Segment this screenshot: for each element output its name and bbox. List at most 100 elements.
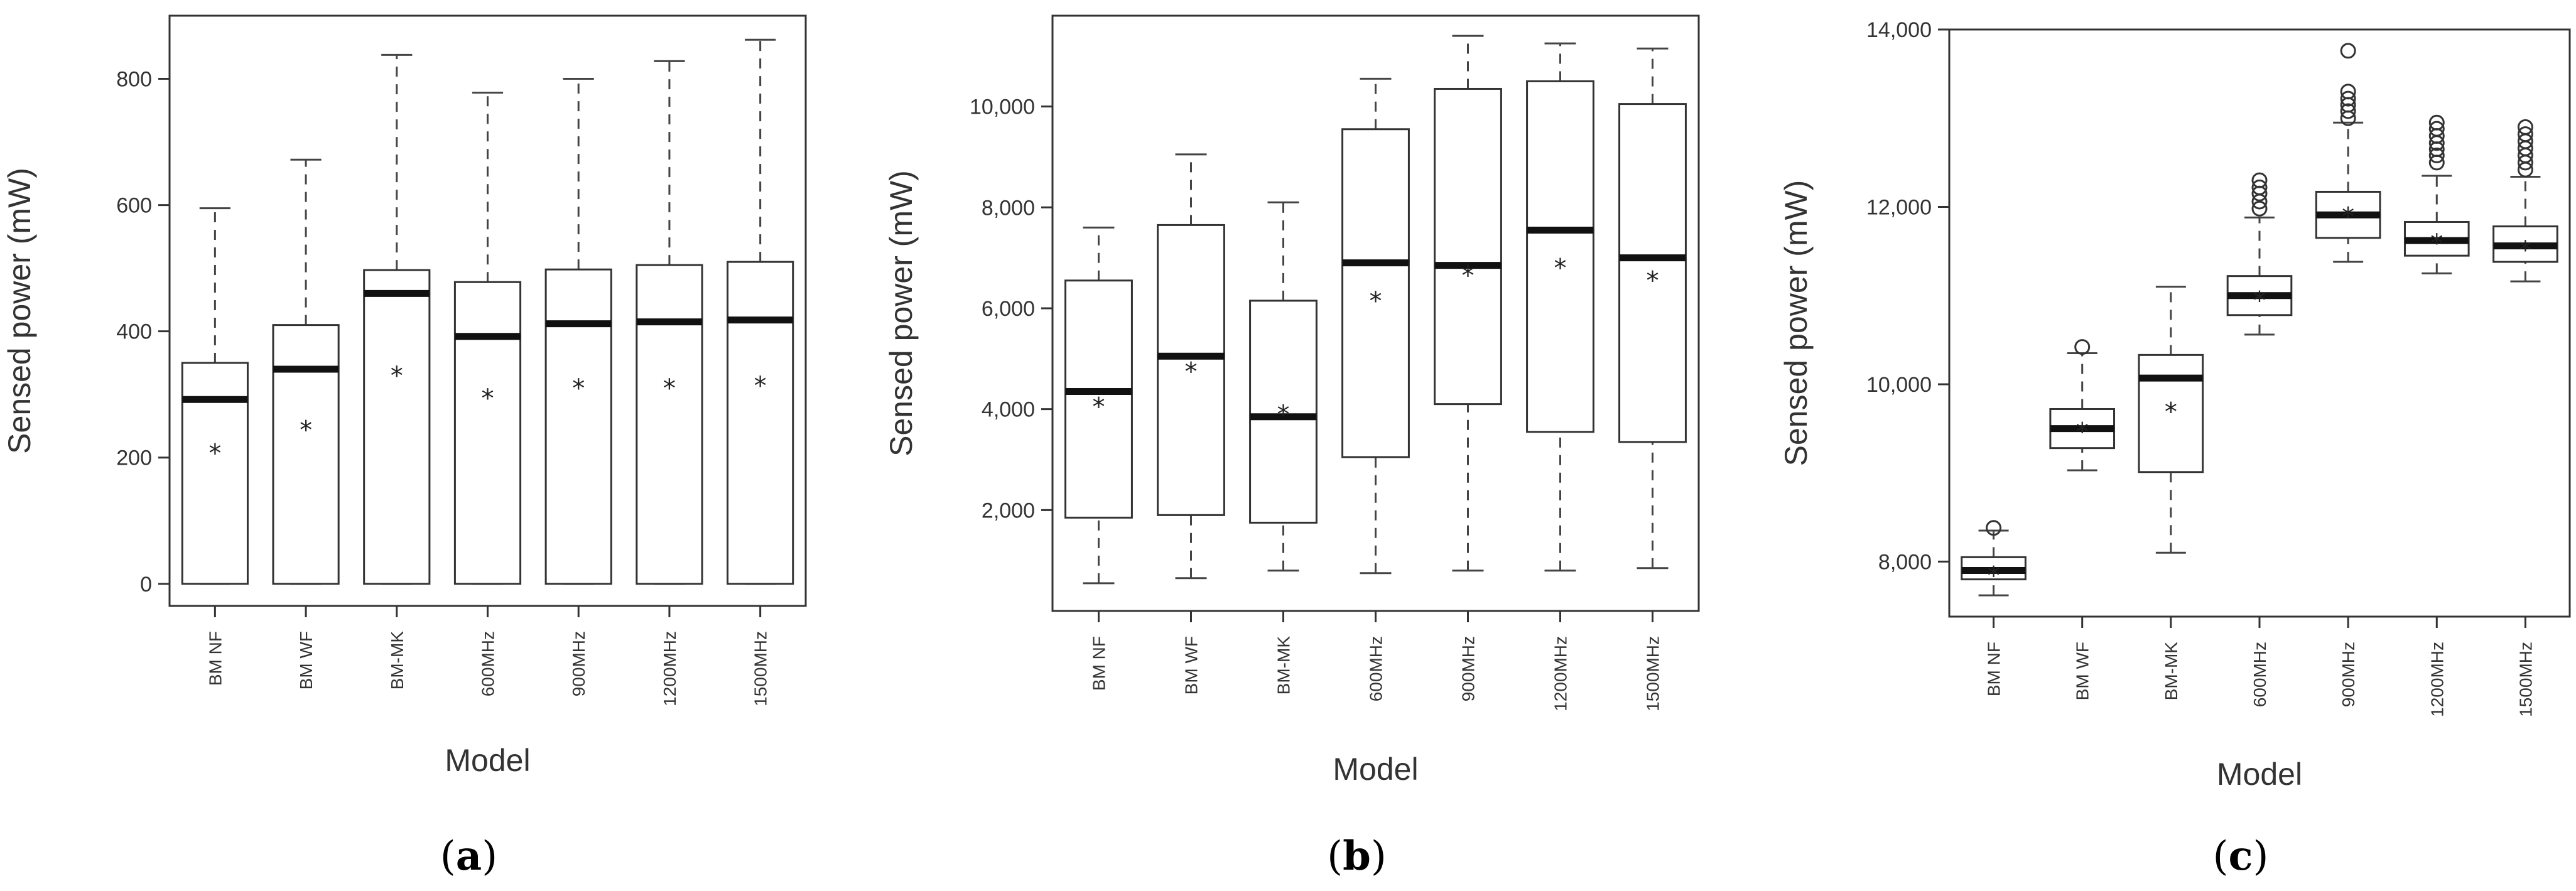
x-tick-label: BM-MK <box>1274 636 1294 695</box>
x-axis-title: Model <box>2217 757 2302 792</box>
mean-marker: * <box>2076 418 2089 447</box>
x-tick-label: 900MHz <box>2339 642 2358 707</box>
mean-marker: * <box>1988 562 2000 591</box>
x-tick-label: BM-MK <box>387 631 407 690</box>
x-tick-label: BM NF <box>1090 636 1109 691</box>
box-600mhz: * <box>455 93 520 584</box>
y-tick-label: 2,000 <box>982 499 1035 522</box>
box-1500mhz: * <box>2494 120 2558 281</box>
y-tick-label: 4,000 <box>982 398 1035 422</box>
x-tick-label: 1200MHz <box>1551 636 1571 711</box>
panel-label: (c) <box>2213 833 2269 880</box>
mean-marker: * <box>1554 254 1567 283</box>
chart-panel-b: 2,000 4,000 6,000 8,000 10,000 * BM NF * BM WF * B… <box>884 16 1699 880</box>
iqr-box <box>364 270 430 584</box>
mean-marker: * <box>1647 267 1659 296</box>
box-900mhz: * <box>1435 36 1502 571</box>
y-tick-label: 12,000 <box>1866 195 1932 219</box>
mean-marker: * <box>1185 357 1198 386</box>
box-600mhz: * <box>1343 78 1409 573</box>
x-tick-label: 600MHz <box>1366 636 1386 701</box>
iqr-box <box>1435 89 1502 404</box>
y-tick-label: 8,000 <box>982 196 1035 220</box>
y-tick-label: 6,000 <box>982 297 1035 321</box>
box-bm-nf: * <box>1066 227 1132 583</box>
y-tick-label: 14,000 <box>1866 18 1932 42</box>
mean-marker: * <box>1277 401 1290 429</box>
box-bm-wf: * <box>1158 154 1225 578</box>
mean-marker: * <box>300 416 312 445</box>
y-axis-title: Sensed power (mW) <box>1778 180 1814 467</box>
x-tick-label: 1500MHz <box>1643 636 1663 711</box>
iqr-box <box>455 282 520 584</box>
mean-marker: * <box>391 362 403 391</box>
box-900mhz: * <box>2316 44 2380 262</box>
box-bm-nf: * <box>1962 521 2026 595</box>
x-tick-label: 600MHz <box>2250 642 2270 707</box>
y-tick-label: 0 <box>140 573 152 597</box>
mean-marker: * <box>2342 203 2354 232</box>
x-tick-label: BM WF <box>296 631 316 689</box>
x-tick-label: BM WF <box>1182 636 1201 694</box>
x-tick-label: BM-MK <box>2162 642 2181 701</box>
plot-frame <box>1949 30 2570 617</box>
x-tick-label: 900MHz <box>569 631 588 696</box>
mean-marker: * <box>208 440 221 468</box>
panel-label: (a) <box>440 833 497 880</box>
mean-marker: * <box>572 374 585 403</box>
mean-marker: * <box>1093 393 1105 422</box>
x-tick-label: 1500MHz <box>2516 642 2535 717</box>
mean-marker: * <box>482 384 494 413</box>
y-tick-label: 10,000 <box>970 95 1035 119</box>
x-tick-label: BM WF <box>2073 642 2092 700</box>
figure: 0200400600800*BM NF*BM WF*BM-MK*600MHz*9… <box>0 0 2576 891</box>
y-tick-label: 10,000 <box>1866 373 1932 397</box>
x-tick-label: 1200MHz <box>2427 642 2447 717</box>
box-1500mhz: * <box>728 40 793 584</box>
iqr-box <box>546 269 611 584</box>
mean-marker: * <box>663 374 676 403</box>
box-1200mhz: * <box>1527 43 1594 571</box>
chart-panel-c: 8,000 10,000 12,000 14,000 * BM NF * BM WF * BM-M… <box>1778 18 2570 880</box>
outlier-point <box>2341 44 2355 58</box>
iqr-box <box>182 363 247 584</box>
mean-marker: * <box>1462 262 1475 291</box>
y-tick-label: 800 <box>116 68 152 92</box>
x-axis-title: Model <box>1333 752 1418 787</box>
x-tick-label: 1500MHz <box>751 631 771 706</box>
x-tick-label: BM NF <box>1984 642 2004 696</box>
box-bm-mk: * <box>1250 202 1317 570</box>
iqr-box <box>728 262 793 584</box>
iqr-box <box>637 265 702 584</box>
y-tick-label: 200 <box>116 446 152 470</box>
y-axis-title: Sensed power (mW) <box>884 170 919 456</box>
x-tick-label: 1200MHz <box>660 631 679 706</box>
mean-marker: * <box>2165 397 2177 426</box>
box-1500mhz: * <box>1620 48 1686 568</box>
mean-marker: * <box>2430 229 2443 258</box>
mean-marker: * <box>2519 236 2531 265</box>
box-1200mhz: * <box>637 61 702 583</box>
outlier-point <box>2075 340 2089 354</box>
box-bm-nf: * <box>182 208 247 584</box>
x-tick-label: 600MHz <box>479 631 498 696</box>
box-bm-wf: * <box>2050 340 2114 470</box>
box-bm-mk: * <box>2139 287 2203 553</box>
box-bm-mk: * <box>364 55 430 583</box>
y-tick-label: 600 <box>116 194 152 218</box>
mean-marker: * <box>1370 287 1382 316</box>
box-bm-wf: * <box>273 159 338 584</box>
x-axis-title: Model <box>445 743 530 778</box>
mean-marker: * <box>2253 287 2266 316</box>
y-axis-title: Sensed power (mW) <box>2 168 37 454</box>
panel-label: (b) <box>1327 833 1387 880</box>
box-1200mhz: * <box>2405 116 2469 273</box>
box-600mhz: * <box>2227 173 2292 335</box>
mean-marker: * <box>754 372 767 401</box>
box-900mhz: * <box>546 79 611 584</box>
x-tick-label: 900MHz <box>1459 636 1478 701</box>
iqr-box <box>273 325 338 584</box>
y-tick-label: 8,000 <box>1878 550 1932 574</box>
x-tick-label: BM NF <box>205 631 225 686</box>
chart-panel-a: 0 200 400 600 800 * BM NF * BM WF * BM-MK * 600MHz * 9… <box>2 16 806 880</box>
